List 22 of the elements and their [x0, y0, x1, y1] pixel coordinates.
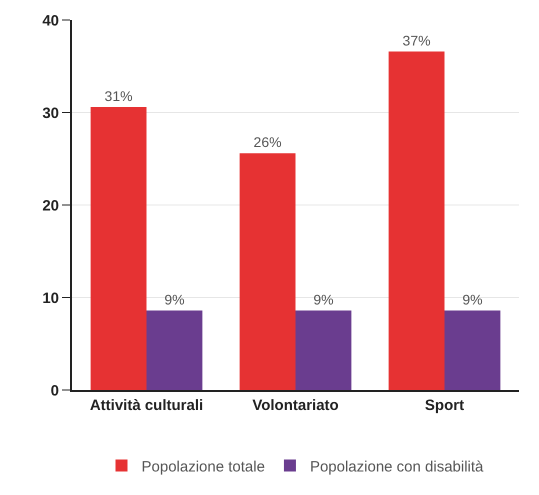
bar	[388, 51, 444, 390]
bar	[444, 310, 500, 390]
y-tick-label: 10	[42, 290, 59, 307]
data-label: 9%	[164, 291, 185, 308]
y-tick-label: 30	[42, 104, 59, 122]
bar	[146, 310, 202, 390]
data-label: 9%	[462, 291, 483, 308]
legend-label: Popolazione con disabilità	[310, 458, 484, 476]
bar	[90, 106, 146, 390]
data-label: 37%	[402, 32, 431, 48]
data-label: 31%	[104, 88, 133, 104]
data-label: 26%	[254, 134, 282, 150]
x-tick-label: Attività culturali	[90, 397, 204, 414]
y-tick-label: 0	[50, 382, 59, 400]
data-label: 9%	[313, 291, 334, 308]
bar	[296, 310, 352, 390]
legend-label: Popolazione totale	[142, 458, 265, 476]
x-tick-label: Sport	[424, 397, 464, 414]
bar	[240, 153, 296, 390]
y-tick-label: 40	[42, 12, 59, 30]
y-tick-label: 20	[42, 197, 59, 214]
x-tick-label: Volontariato	[252, 397, 339, 414]
